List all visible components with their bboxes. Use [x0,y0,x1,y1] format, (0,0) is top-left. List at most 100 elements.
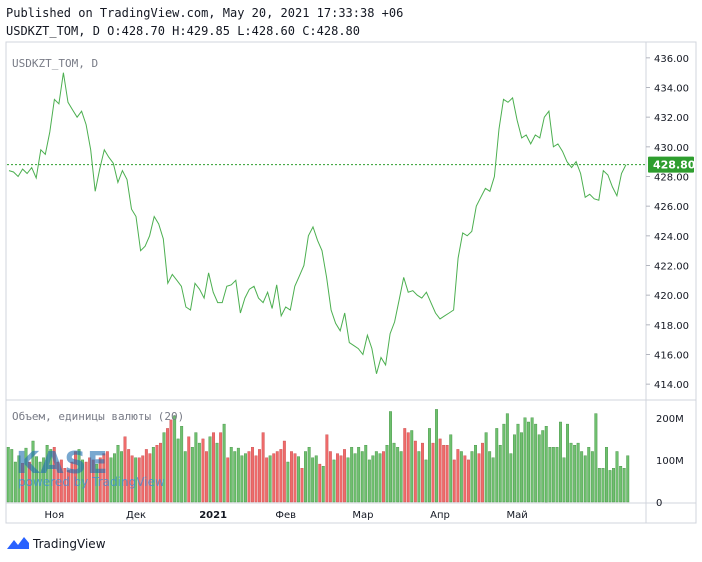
volume-bar [233,451,237,503]
volume-bar [250,447,254,503]
volume-bar [275,451,279,503]
volume-bar [45,445,49,503]
volume-bar [551,447,555,503]
volume-bar [413,440,417,503]
volume-bar [605,447,608,503]
volume-bar [332,459,336,503]
price-series-line [8,72,627,374]
volume-bar [477,453,481,503]
volume-bar [374,451,378,503]
volume-bar [438,438,442,503]
price-axis: 436.00 434.00 432.00 430.00 428.00 426.00 424.… [646,54,689,391]
volume-bar [63,468,67,503]
volume-bar [523,417,527,503]
volume-bar [293,453,297,503]
volume-bar [197,442,201,503]
volume-bar [491,457,495,503]
volume-bar [10,449,14,503]
volume-bar [325,434,329,503]
volume-bar [360,451,364,503]
tradingview-logo-icon[interactable] [6,535,30,551]
volume-bar [236,447,240,503]
volume-bar [169,419,173,503]
volume-bar [286,461,290,503]
volume-bar [95,463,99,503]
volume-bar [162,432,166,503]
volume-bar [127,449,131,503]
volume-bar [619,466,623,503]
volume-bar [282,440,286,503]
time-tick-label: 2021 [199,510,227,521]
volume-bar [548,447,552,503]
volume-bar [594,413,598,503]
volume-bar [378,453,382,503]
time-tick-label: Апр [430,510,450,521]
volume-bar [88,457,92,503]
volume-bar [297,456,300,503]
volume-bar [17,455,21,503]
volume-bar [21,463,24,503]
volume-bar [328,451,332,503]
volume-bar [622,468,626,503]
volume-bar [52,447,56,503]
volume-bar [424,459,428,503]
volume-bar [470,451,474,503]
price-tick-label: 420.00 [654,291,689,302]
volume-bar [300,468,304,503]
volume-bar [137,457,141,503]
time-tick-label: Мар [352,510,373,521]
volume-bar [35,456,38,503]
time-axis: Ноя Дек 2021 Фев Мар Апр Май [45,510,528,521]
volume-bar [190,447,194,503]
time-tick-label: Ноя [45,510,65,521]
kase-watermark: KASE powered by TradingView [16,446,186,492]
volume-title: Объем, единицы валюты (20) [12,410,184,423]
volume-bar [105,451,109,503]
volume-bar [456,449,460,503]
volume-bar [371,455,375,503]
volume-bar [222,423,226,503]
volume-bar [180,426,184,503]
volume-bar [240,455,244,503]
volume-bar [28,461,31,503]
volume-bar [59,459,63,503]
volume-bar [204,451,208,503]
price-tick-label: 430.00 [654,143,689,154]
volume-bar [290,451,293,503]
volume-bar [495,428,499,503]
volume-bar [265,457,269,503]
price-tick-label: 436.00 [654,54,689,65]
volume-bar [573,445,577,503]
volume-bar [421,442,424,503]
volume-bar [91,459,95,503]
volume-bar [173,415,177,503]
volume-bar [353,453,357,503]
volume-bar [219,432,223,503]
volume-bar [463,455,467,503]
volume-bar [428,428,431,503]
volume-bar [562,457,566,503]
volume-bar [474,445,477,503]
volume-bar [226,457,230,503]
volume-bar [38,461,42,503]
volume-bar [530,417,534,503]
volume-bar [431,442,435,503]
volume-bar [484,432,488,503]
price-tick-label: 418.00 [654,321,689,332]
volume-bar [449,434,453,503]
volume-bar [459,451,463,503]
price-tick-label: 422.00 [654,262,689,273]
volume-bar [385,445,389,503]
volume-bar [243,453,247,503]
chart-frame [5,41,697,524]
volume-bar [442,445,446,503]
volume-bar [183,451,187,503]
volume-bar [272,453,276,503]
volume-bar [435,409,438,503]
volume-bar [109,457,113,503]
volume-bar [70,461,74,503]
tradingview-brand[interactable]: TradingView [33,537,106,551]
volume-bar [102,453,106,503]
price-tick-label: 416.00 [654,351,689,362]
